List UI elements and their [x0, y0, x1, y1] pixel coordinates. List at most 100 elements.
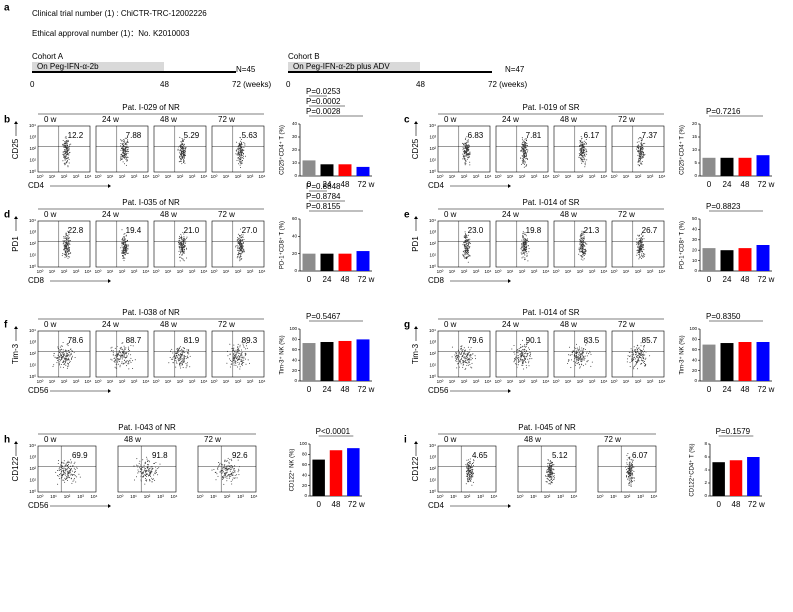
event-dot — [640, 256, 641, 257]
event-dot — [242, 352, 243, 353]
event-dot — [524, 164, 525, 165]
flow-y-tick: 10⁴ — [29, 328, 36, 333]
event-dot — [468, 243, 469, 244]
event-dot — [123, 255, 124, 256]
event-dot — [121, 357, 122, 358]
event-dot — [179, 251, 180, 252]
event-dot — [125, 156, 126, 157]
y-tick-label: 40 — [292, 357, 298, 362]
event-dot — [523, 243, 524, 244]
event-dot — [185, 150, 186, 151]
event-dot — [144, 469, 145, 470]
time-label: 48 w — [560, 210, 577, 219]
event-dot — [122, 253, 123, 254]
panel-letter: d — [4, 210, 10, 221]
event-dot — [641, 249, 642, 250]
time-label: 72 w — [604, 435, 621, 444]
event-dot — [180, 362, 181, 363]
event-dot — [179, 355, 180, 356]
event-dot — [182, 353, 183, 354]
arrow-head — [508, 184, 511, 188]
event-dot — [128, 142, 129, 143]
event-dot — [229, 468, 230, 469]
event-dot — [68, 477, 69, 478]
event-dot — [582, 138, 583, 139]
event-dot — [118, 360, 119, 361]
event-dot — [226, 466, 227, 467]
event-dot — [121, 354, 122, 355]
event-dot — [466, 154, 467, 155]
event-dot — [63, 354, 64, 355]
event-dot — [122, 252, 123, 253]
event-dot — [180, 252, 181, 253]
event-dot — [60, 353, 61, 354]
event-dot — [522, 355, 523, 356]
event-dot — [243, 158, 244, 159]
event-dot — [465, 238, 466, 239]
event-dot — [124, 150, 125, 151]
flow-y-tick: 10¹ — [429, 478, 436, 483]
quadrant-value: 6.83 — [468, 131, 484, 140]
event-dot — [638, 162, 639, 163]
event-dot — [581, 350, 582, 351]
flow-x-tick: 10⁴ — [143, 379, 150, 384]
event-dot — [59, 478, 60, 479]
event-dot — [471, 469, 472, 470]
flow-x-tick: 10³ — [131, 174, 138, 179]
event-dot — [61, 355, 62, 356]
event-dot — [523, 361, 524, 362]
event-dot — [126, 147, 127, 148]
event-dot — [239, 156, 240, 157]
event-dot — [242, 251, 243, 252]
event-dot — [465, 362, 466, 363]
event-dot — [468, 250, 469, 251]
event-dot — [467, 251, 468, 252]
event-dot — [69, 152, 70, 153]
event-dot — [63, 480, 64, 481]
event-dot — [523, 148, 524, 149]
event-dot — [63, 471, 64, 472]
event-dot — [584, 245, 585, 246]
event-dot — [462, 154, 463, 155]
event-dot — [67, 243, 68, 244]
event-dot — [524, 242, 525, 243]
event-dot — [576, 356, 577, 357]
event-dot — [465, 138, 466, 139]
event-dot — [551, 476, 552, 477]
event-dot — [231, 361, 232, 362]
event-dot — [222, 479, 223, 480]
event-dot — [241, 155, 242, 156]
event-dot — [131, 362, 132, 363]
event-dot — [464, 153, 465, 154]
event-dot — [145, 472, 146, 473]
event-dot — [179, 236, 180, 237]
event-dot — [149, 471, 150, 472]
event-dot — [632, 352, 633, 353]
bar — [339, 254, 352, 271]
event-dot — [149, 479, 150, 480]
event-dot — [121, 363, 122, 364]
event-dot — [551, 481, 552, 482]
p-value: P=0.8848 — [306, 182, 341, 191]
event-dot — [244, 239, 245, 240]
flow-x-tick: 10⁰ — [611, 174, 618, 179]
event-dot — [579, 248, 580, 249]
x-tick-label: 72 w — [358, 275, 375, 284]
event-dot — [60, 367, 61, 368]
event-dot — [523, 140, 524, 141]
time-end: 72 (weeks) — [232, 80, 271, 89]
event-dot — [240, 355, 241, 356]
event-dot — [183, 145, 184, 146]
event-dot — [460, 354, 461, 355]
event-dot — [183, 152, 184, 153]
flow-y-tick: 10² — [429, 351, 436, 356]
event-dot — [69, 244, 70, 245]
event-dot — [59, 467, 60, 468]
event-dot — [219, 464, 220, 465]
event-dot — [641, 162, 642, 163]
event-dot — [187, 362, 188, 363]
event-dot — [135, 359, 136, 360]
event-dot — [574, 358, 575, 359]
event-dot — [640, 353, 641, 354]
event-dot — [126, 157, 127, 158]
